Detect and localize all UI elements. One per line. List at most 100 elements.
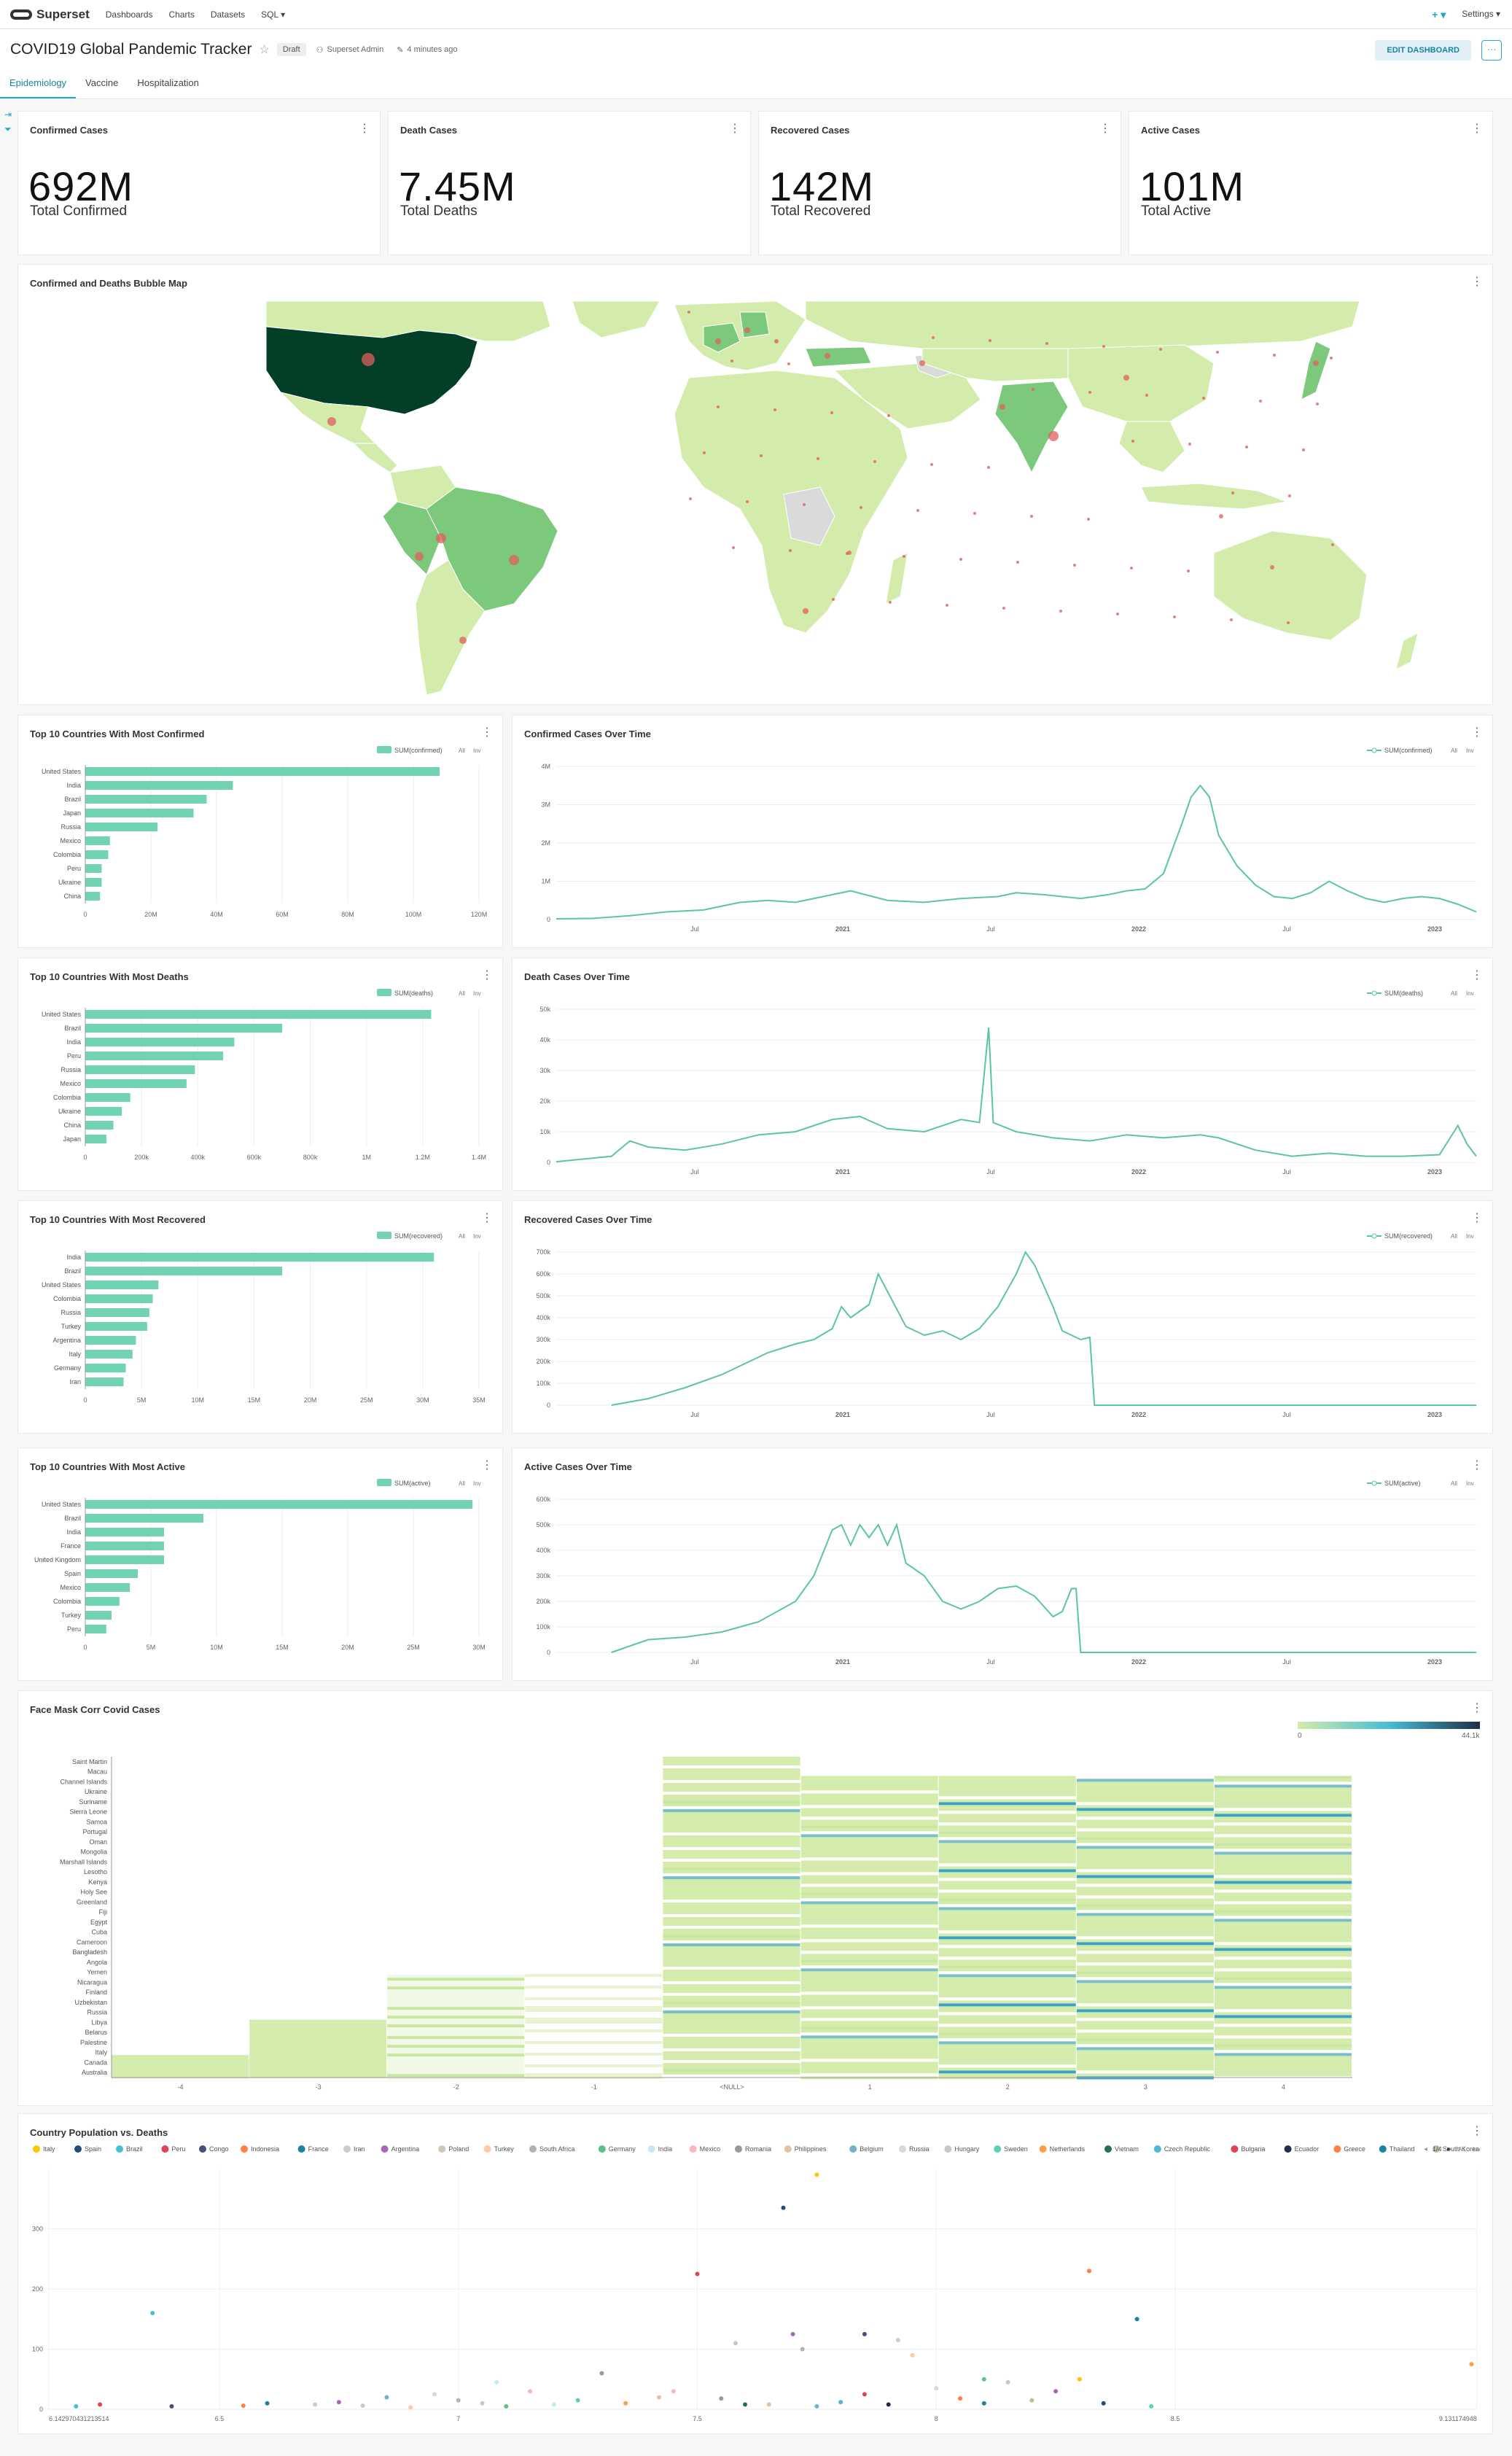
scatter-point[interactable] xyxy=(456,2398,461,2403)
chart-menu-icon[interactable]: ⋮ xyxy=(359,123,370,135)
filter-icon[interactable]: ⏷ xyxy=(4,124,12,134)
map-bubble[interactable] xyxy=(903,555,905,558)
heatmap-column[interactable] xyxy=(1076,1776,1214,2080)
legend-item[interactable]: Vietnam xyxy=(1104,2145,1139,2153)
scatter-point[interactable] xyxy=(838,2400,843,2405)
map-bubble[interactable] xyxy=(1102,345,1105,348)
map-bubble[interactable] xyxy=(1002,607,1005,610)
map-bubble[interactable] xyxy=(946,604,948,607)
bar[interactable] xyxy=(85,878,102,887)
map-bubble[interactable] xyxy=(1173,615,1176,618)
map-bubble[interactable] xyxy=(1187,570,1190,572)
bar[interactable] xyxy=(85,795,207,804)
map-bubble[interactable] xyxy=(509,555,519,565)
map-bubble[interactable] xyxy=(1188,443,1191,446)
map-bubble[interactable] xyxy=(1270,565,1274,570)
scatter-point[interactable] xyxy=(150,2311,155,2315)
bar[interactable] xyxy=(85,1350,133,1359)
bar[interactable] xyxy=(85,1611,112,1620)
scatter-point[interactable] xyxy=(1029,2398,1034,2403)
legend-item[interactable]: Czech Republic xyxy=(1153,2145,1211,2153)
line-chart[interactable]: SUM(confirmed) All Inv 0 1M 2M 3M 4M Jul 2021 Jul 2… xyxy=(521,745,1484,941)
scatter-point[interactable] xyxy=(623,2401,628,2406)
bar[interactable] xyxy=(85,1528,164,1536)
bar[interactable] xyxy=(85,1364,126,1372)
map-bubble[interactable] xyxy=(999,404,1005,410)
bar[interactable] xyxy=(85,1038,235,1046)
legend-item[interactable]: Thailand xyxy=(1379,2145,1415,2153)
chart-menu-icon[interactable]: ⋮ xyxy=(729,123,741,135)
new-item-button[interactable]: + ▾ xyxy=(1432,9,1446,20)
scatter-point[interactable] xyxy=(910,2352,915,2358)
scatter-point[interactable] xyxy=(575,2398,580,2403)
map-bubble[interactable] xyxy=(687,311,690,314)
legend-item[interactable]: Sweden xyxy=(994,2145,1028,2153)
map-bubble[interactable] xyxy=(825,353,830,359)
legend-item[interactable]: Brazil xyxy=(116,2145,143,2153)
map-bubble[interactable] xyxy=(715,338,721,344)
map-bubble[interactable] xyxy=(327,417,336,426)
map-bubble[interactable] xyxy=(732,546,735,549)
bar[interactable] xyxy=(85,1336,136,1345)
chart-menu-icon[interactable]: ⋮ xyxy=(1471,726,1483,739)
bar[interactable] xyxy=(85,1135,106,1143)
bar[interactable] xyxy=(85,1377,124,1386)
bar[interactable] xyxy=(85,1121,114,1130)
tab-hospitalization[interactable]: Hospitalization xyxy=(137,77,199,88)
line-chart[interactable]: SUM(recovered) All Inv 0 100k 200k 300k 400k 500… xyxy=(521,1230,1484,1427)
map-bubble[interactable] xyxy=(1159,348,1162,351)
scatter-point[interactable] xyxy=(895,2338,900,2343)
expand-filters-icon[interactable]: ⇥ xyxy=(4,109,12,120)
map-bubble[interactable] xyxy=(959,558,962,561)
scatter-point[interactable] xyxy=(1005,2379,1010,2385)
map-bubble[interactable] xyxy=(973,512,976,515)
map-bubble[interactable] xyxy=(789,549,792,552)
scatter-point[interactable] xyxy=(814,2403,819,2409)
scatter-point[interactable] xyxy=(766,2402,771,2407)
map-bubble[interactable] xyxy=(803,608,808,614)
scatter-point[interactable] xyxy=(599,2371,604,2376)
bar[interactable] xyxy=(85,1500,472,1509)
scatter-point[interactable] xyxy=(886,2402,891,2407)
legend-item[interactable]: Greece xyxy=(1333,2145,1365,2153)
settings-menu[interactable]: Settings ▾ xyxy=(1462,9,1500,19)
map-bubble[interactable] xyxy=(1331,543,1334,546)
bar[interactable] xyxy=(85,1065,195,1074)
legend-item[interactable]: South Africa xyxy=(529,2145,575,2153)
map-bubble[interactable] xyxy=(860,506,862,509)
scatter-point[interactable] xyxy=(743,2402,748,2407)
nav-dashboards[interactable]: Dashboards xyxy=(105,9,153,20)
bar[interactable] xyxy=(85,823,157,831)
chart-legend[interactable]: SUM(active) xyxy=(377,1479,431,1487)
map-bubble[interactable] xyxy=(459,637,467,644)
map-bubble[interactable] xyxy=(1302,448,1305,451)
chart-menu-icon[interactable]: ⋮ xyxy=(481,969,493,982)
map-bubble[interactable] xyxy=(932,336,935,339)
chart-menu-icon[interactable]: ⋮ xyxy=(1471,2125,1483,2137)
scatter-plot[interactable]: Italy Spain Brazil Peru Congo Indonesia France… xyxy=(26,2140,1484,2431)
map-bubble[interactable] xyxy=(689,497,692,500)
bar-chart[interactable]: SUM(active) All Inv 0 5M 10M 15M 20M 25M 30M Unite… xyxy=(27,1477,494,1674)
chart-legend[interactable]: SUM(recovered) xyxy=(377,1232,443,1240)
legend-item[interactable]: Congo xyxy=(199,2145,229,2153)
bar[interactable] xyxy=(85,1308,149,1317)
map-bubble[interactable] xyxy=(1123,375,1129,381)
scatter-point[interactable] xyxy=(671,2389,676,2394)
scatter-point[interactable] xyxy=(781,2205,786,2210)
chart-legend[interactable]: SUM(confirmed) xyxy=(377,746,443,754)
scatter-point[interactable] xyxy=(981,2377,986,2382)
map-bubble[interactable] xyxy=(1313,360,1319,366)
bar[interactable] xyxy=(85,1267,282,1275)
legend-item[interactable]: Russia xyxy=(899,2145,930,2153)
heatmap-column[interactable] xyxy=(938,1776,1076,2080)
map-bubble[interactable] xyxy=(1087,518,1090,521)
chart-legend[interactable]: SUM(deaths) xyxy=(377,989,433,997)
map-bubble[interactable] xyxy=(1030,515,1033,518)
map-bubble[interactable] xyxy=(1048,431,1059,441)
map-bubble[interactable] xyxy=(889,601,892,604)
scatter-point[interactable] xyxy=(169,2403,174,2409)
bar[interactable] xyxy=(85,1597,120,1606)
chart-menu-icon[interactable]: ⋮ xyxy=(1471,276,1483,288)
map-bubble[interactable] xyxy=(787,362,790,365)
chart-legend[interactable]: SUM(confirmed) xyxy=(1367,747,1433,754)
